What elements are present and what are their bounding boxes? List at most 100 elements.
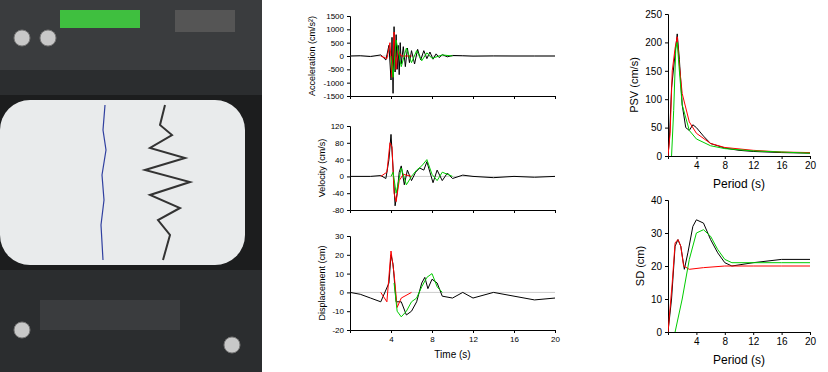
y-tick: 0 [656,151,668,162]
x-tick: 20 [551,330,560,344]
y-tick: 200 [645,37,668,48]
y-tick-label: -80 [332,206,344,215]
y-axis-title: Velocity (cm/s) [317,139,327,198]
y-tick-mark [347,176,350,177]
x-tick [432,96,433,99]
y-tick: -1000 [324,79,350,88]
x-tick-label: 12 [469,335,478,344]
y-tick: -80 [332,206,350,215]
x-axis: 48121620 [669,156,817,171]
knob [40,30,56,46]
x-tick-mark [555,210,556,213]
y-tick-label: 40 [651,195,663,206]
x-tick-label: 12 [748,336,760,347]
x-tick-mark [514,210,515,213]
series-line [350,27,555,94]
knob [14,30,30,46]
y-tick-mark [665,71,668,72]
x-tick: 12 [748,332,760,347]
y-axis-title: SD (cm) [634,246,646,286]
y-tick-label: 150 [645,66,662,77]
x-tick-mark [696,156,697,159]
y-tick: 500 [331,39,350,48]
y-tick-label: 500 [331,39,345,48]
y-tick-label: 0 [340,288,345,297]
x-tick [473,96,474,99]
x-tick: 8 [723,156,729,171]
x-tick: 8 [723,332,729,347]
x-tick-label: 20 [805,160,817,171]
y-tick-mark [665,266,668,267]
x-tick: 20 [805,332,817,347]
panel: -1500-1000-500050010001500Acceleration (… [307,12,555,101]
y-axis: -80-4004080120 [331,122,351,215]
y-tick: 50 [651,122,668,133]
y-tick: 1000 [326,25,350,34]
y-tick: 40 [335,156,350,165]
y-tick-label: -40 [332,189,344,198]
x-tick-label: 4 [694,336,700,347]
y-tick-label: 50 [651,122,663,133]
series-line [394,274,442,317]
y-tick-label: -500 [328,65,345,74]
x-tick: 8 [430,330,435,344]
x-tick-label: 20 [551,335,560,344]
front-panel [0,0,262,70]
x-axis [351,210,556,213]
y-tick-mark [347,311,350,312]
series-line [391,40,453,77]
y-tick: 0 [340,288,350,297]
y-axis-line [665,201,669,333]
y-axis-line [347,17,351,97]
x-axis: 48121620 [669,332,817,347]
series-line [350,255,555,315]
y-tick-label: 20 [335,251,344,260]
series-line [668,37,810,156]
x-axis-title: Period (s) [713,177,765,191]
x-tick-mark [473,210,474,213]
rack [0,0,262,372]
y-tick: 10 [335,270,350,279]
y-tick-mark [665,299,668,300]
x-tick [473,210,474,213]
x-axis-line [351,97,556,100]
y-axis-line [347,127,351,211]
y-tick-label: 0 [340,172,345,181]
y-tick-mark [347,274,350,275]
x-tick [514,210,515,213]
plot-area [350,134,555,205]
y-tick: 0 [340,52,350,61]
x-tick-label: 4 [389,335,394,344]
y-tick-label: 1000 [326,25,344,34]
x-axis-title: Period (s) [713,353,765,367]
x-tick-label: 8 [430,335,435,344]
y-tick-label: 30 [651,228,663,239]
y-tick: 20 [335,251,350,260]
y-tick: 40 [651,195,668,206]
figure: -1500-1000-500050010001500Acceleration (… [0,0,828,372]
x-tick: 12 [469,330,478,344]
x-tick: 4 [694,156,700,171]
x-tick: 16 [510,330,519,344]
y-tick: -500 [328,65,350,74]
y-axis-line [347,237,351,331]
y-tick-label: -20 [332,326,344,335]
plot-area [350,27,555,94]
plot-area [350,251,555,317]
y-axis: 010203040 [651,195,669,338]
trace [101,105,106,260]
x-tick [514,96,515,99]
y-tick: 1500 [326,12,350,21]
y-tick: 30 [651,228,668,239]
x-tick-mark [782,156,783,159]
series-line [672,42,810,156]
y-tick-label: 200 [645,37,662,48]
x-tick-mark [696,332,697,335]
x-tick: 4 [694,332,700,347]
y-tick-mark [347,96,350,97]
y-tick-label: 0 [656,151,662,162]
x-tick-mark [782,332,783,335]
knob [224,337,240,353]
panel: -80-4004080120Velocity (cm/s) [317,122,556,215]
trace [145,105,190,260]
